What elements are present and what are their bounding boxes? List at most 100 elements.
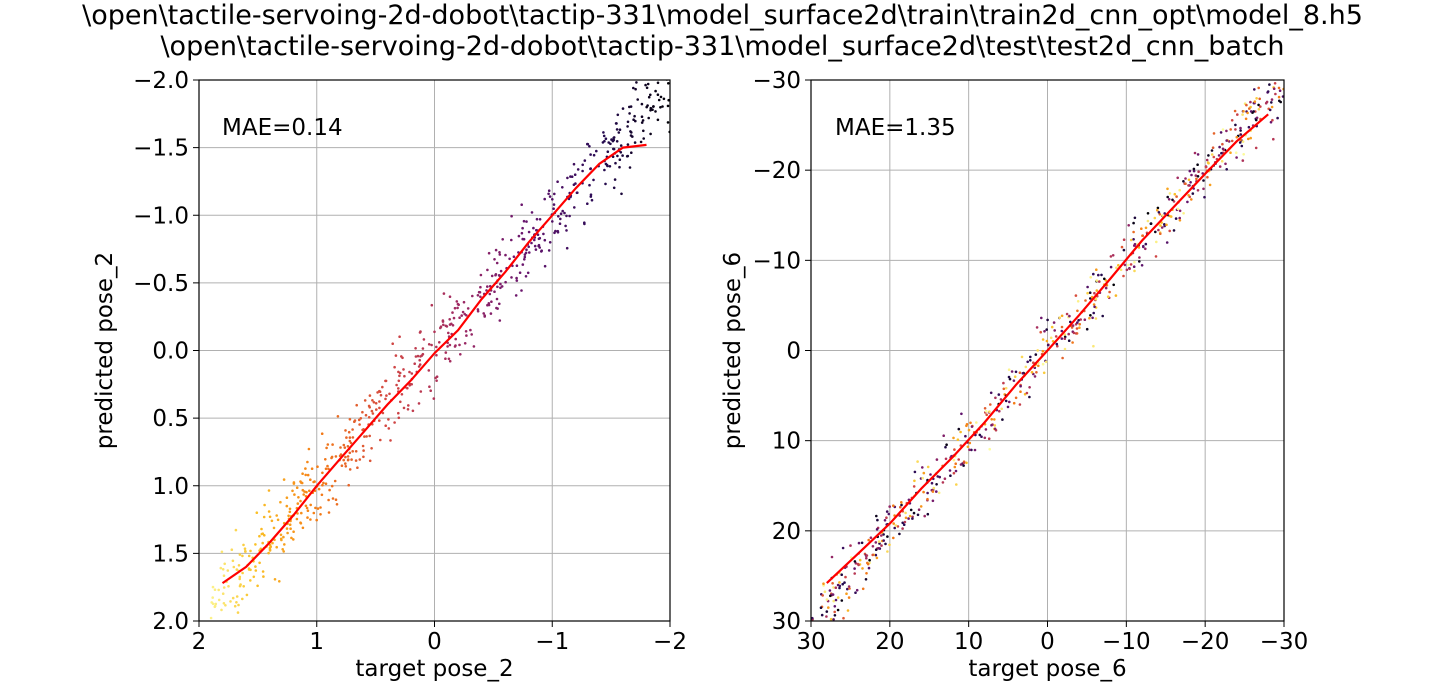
scatter-point: [962, 461, 966, 465]
scatter-point: [865, 572, 868, 575]
scatter-point: [1193, 151, 1197, 155]
scatter-point: [292, 530, 295, 533]
scatter-point: [1253, 100, 1257, 103]
scatter-point: [1007, 368, 1011, 372]
scatter-point: [1089, 297, 1092, 300]
scatter-point: [299, 499, 302, 503]
scatter-point: [651, 108, 654, 111]
scatter-point: [1173, 192, 1177, 196]
scatter-point: [495, 261, 499, 265]
scatter-point: [1279, 76, 1282, 79]
scatter-point: [841, 582, 844, 586]
scatter-point: [397, 411, 400, 415]
scatter-point: [1004, 386, 1008, 390]
scatter-point: [973, 448, 977, 452]
scatter-point: [1270, 105, 1274, 109]
scatter-point: [959, 430, 962, 434]
scatter-point: [1236, 113, 1239, 116]
scatter-point: [548, 241, 552, 244]
scatter-point: [494, 273, 498, 276]
scatter-point: [646, 82, 650, 86]
scatter-point: [237, 603, 240, 607]
scatter-point: [427, 343, 431, 346]
scatter-point: [892, 522, 895, 525]
scatter-point: [499, 286, 502, 290]
scatter-point: [321, 483, 324, 487]
scatter-point: [1252, 110, 1255, 113]
scatter-point: [344, 465, 348, 468]
scatter-point: [448, 359, 452, 363]
scatter-point: [1277, 86, 1281, 90]
scatter-point: [945, 443, 948, 447]
scatter-point: [1202, 187, 1205, 191]
scatter-point: [521, 263, 525, 266]
scatter-point: [276, 518, 280, 522]
scatter-point: [988, 447, 991, 451]
scatter-point: [238, 575, 242, 579]
scatter-point: [572, 162, 576, 166]
scatter-point: [1196, 189, 1200, 192]
scatter-point: [453, 345, 457, 348]
scatter-point: [330, 484, 334, 488]
scatter-point: [442, 292, 446, 295]
scatter-point: [1092, 344, 1095, 348]
scatter-point: [836, 608, 840, 612]
scatter-point: [267, 551, 270, 555]
scatter-point: [1030, 371, 1034, 374]
scatter-point: [400, 355, 403, 358]
scatter-point: [1178, 219, 1182, 222]
scatter-point: [222, 602, 226, 605]
scatter-point: [1229, 151, 1232, 154]
scatter-point: [493, 290, 496, 294]
scatter-point: [254, 565, 257, 568]
scatter-point: [649, 109, 652, 112]
scatter-point: [444, 357, 447, 361]
scatter-point: [968, 448, 971, 452]
scatter-point: [407, 404, 410, 407]
scatter-point: [304, 467, 307, 470]
scatter-point: [222, 574, 226, 577]
y-tick-label: −1.0: [133, 203, 189, 229]
scatter-point: [1029, 359, 1032, 362]
scatter-point: [987, 437, 991, 441]
scatter-point: [1225, 168, 1228, 171]
scatter-point: [1037, 364, 1040, 368]
scatter-point: [515, 276, 518, 280]
scatter-point: [238, 553, 242, 556]
scatter-point: [211, 585, 215, 589]
scatter-point: [548, 195, 552, 198]
scatter-point: [1190, 198, 1193, 201]
scatter-point: [328, 488, 331, 492]
scatter-point: [882, 533, 885, 536]
scatter-point: [381, 411, 385, 415]
scatter-point: [1249, 110, 1253, 113]
scatter-point: [1272, 137, 1275, 141]
x-tick-label: −1: [535, 629, 569, 655]
scatter-point: [551, 220, 554, 223]
scatter-point: [1060, 314, 1064, 318]
scatter-point: [515, 279, 519, 282]
scatter-point: [886, 535, 889, 538]
scatter-point: [1163, 212, 1166, 215]
scatter-point: [659, 95, 663, 99]
scatter-point: [855, 588, 859, 592]
scatter-point: [843, 581, 846, 584]
scatter-point: [586, 202, 589, 205]
scatter-point: [656, 93, 660, 96]
scatter-point: [1241, 159, 1245, 162]
scatter-point: [929, 473, 932, 476]
scatter-point: [634, 87, 637, 91]
scatter-point: [1046, 343, 1050, 347]
scatter-point: [226, 569, 230, 572]
scatter-point: [952, 471, 956, 475]
scatter-point: [293, 493, 296, 496]
scatter-point: [884, 542, 887, 546]
scatter-point: [414, 347, 417, 350]
scatter-point: [836, 583, 840, 587]
x-axis-ticks: 2 1 0 −1 −2: [192, 621, 687, 655]
scatter-point: [900, 503, 903, 507]
scatter-point: [406, 386, 409, 390]
scatter-point: [496, 285, 499, 289]
scatter-point: [566, 176, 569, 180]
scatter-point: [1109, 255, 1113, 258]
